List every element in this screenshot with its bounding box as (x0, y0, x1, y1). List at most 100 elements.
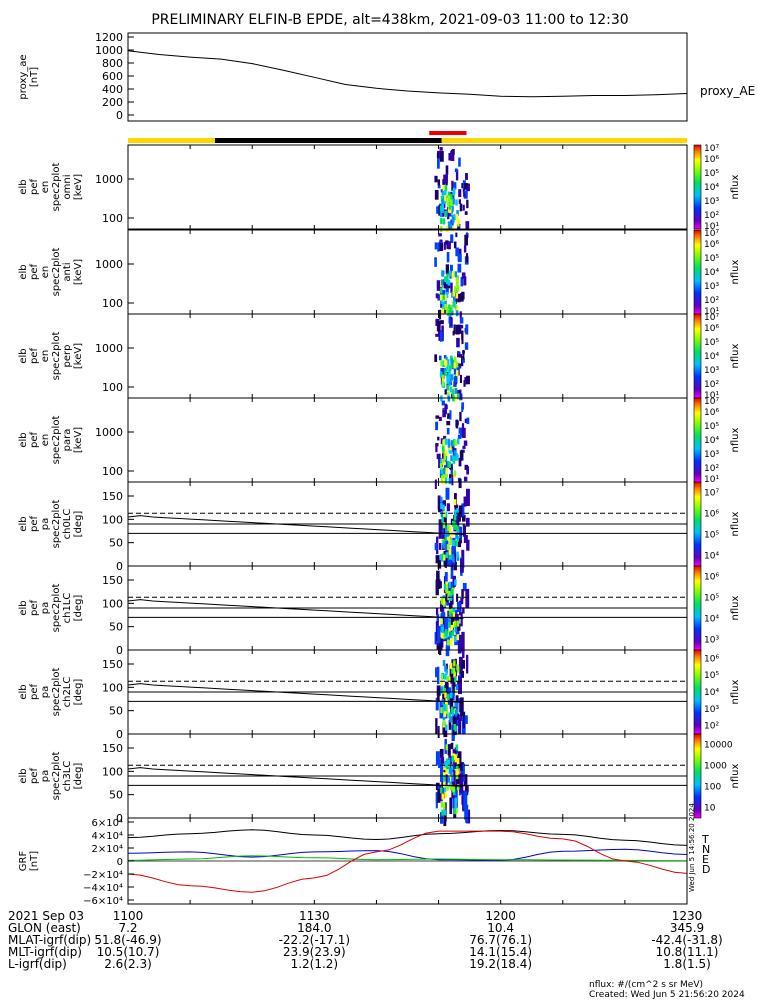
y-tick-label: 0 (117, 857, 123, 868)
panel-frame (127, 397, 688, 483)
y-tick-label: 400 (102, 83, 123, 96)
data-cell (453, 359, 457, 366)
data-cell (450, 742, 454, 750)
data-cell (455, 709, 458, 716)
data-cell (448, 719, 452, 730)
data-cell (465, 221, 470, 231)
y-axis-label: pef (29, 179, 40, 196)
data-cell (440, 801, 444, 808)
data-cell (457, 263, 462, 273)
y-axis-label: spec2plot (51, 416, 62, 465)
data-cell (442, 803, 446, 810)
data-cell (436, 666, 440, 685)
colorbar-tick-label: 10⁵ (704, 422, 719, 432)
data-cell (466, 417, 470, 425)
data-cell (454, 509, 458, 516)
data-cell (446, 544, 450, 551)
data-cell (463, 192, 466, 197)
data-cell (453, 523, 457, 530)
data-cell (453, 499, 457, 506)
data-cell (463, 525, 467, 543)
data-cell (453, 660, 456, 667)
data-cell (441, 206, 444, 213)
y-axis-label: pef (29, 264, 40, 281)
data-cell (455, 769, 459, 776)
data-cell (447, 694, 450, 701)
data-cell (455, 808, 458, 815)
data-cell (436, 614, 440, 622)
data-cell (449, 264, 453, 276)
colorbar-tick-label: 10² (704, 380, 719, 390)
data-cell (453, 514, 457, 521)
data-cell (460, 276, 464, 287)
data-cell (445, 487, 450, 500)
x-axis-value: 1.2(1.2) (291, 957, 339, 971)
data-cell (436, 453, 441, 460)
data-cell (443, 244, 446, 250)
data-cell (452, 671, 456, 687)
data-cell (435, 697, 439, 711)
data-cell (453, 553, 457, 565)
colorbar-tick-label: 10⁵ (704, 254, 719, 264)
x-axis-row-label: MLT-igrf(dip) (8, 945, 82, 959)
colorbar-tick-label: 10⁴ (704, 552, 719, 562)
y-axis-label: ch1LC (62, 593, 73, 624)
data-cell (451, 217, 455, 224)
data-cell (452, 192, 455, 199)
data-cell (454, 454, 457, 461)
data-cell (449, 444, 452, 451)
data-cell (450, 199, 453, 206)
data-cell (436, 152, 440, 158)
data-cell (447, 241, 451, 250)
colorbar-tick-label: 100 (704, 783, 721, 793)
data-cell (445, 165, 449, 175)
data-cell (456, 210, 459, 217)
data-cell (449, 539, 452, 546)
data-cell (444, 303, 447, 310)
x-axis-value: 10.8(11.1) (656, 945, 719, 959)
data-cell (439, 371, 443, 378)
data-cell (445, 525, 448, 532)
data-cell (450, 455, 453, 462)
data-cell (434, 354, 438, 362)
colorbar-tick-label: 10⁴ (704, 352, 719, 362)
data-cell (444, 761, 447, 768)
data-cell (460, 598, 464, 605)
y-tick-label: 50 (109, 789, 123, 802)
data-cell (452, 455, 455, 462)
data-cell (455, 361, 459, 368)
colorbar (693, 397, 702, 483)
data-cell (462, 711, 466, 729)
data-cell (455, 787, 458, 803)
y-axis-label: pef (29, 432, 40, 449)
data-cell (446, 251, 450, 263)
data-cell (455, 695, 459, 702)
data-cell (447, 776, 450, 783)
data-cell (466, 785, 469, 796)
data-cell (447, 639, 450, 646)
data-cell (438, 499, 442, 513)
data-cell (444, 555, 448, 568)
colorbar-tick-label: 10⁴ (704, 615, 719, 625)
data-cell (442, 660, 446, 667)
data-cell (466, 488, 470, 506)
colorbar-tick-label: 10¹ (704, 222, 719, 232)
data-cell (445, 663, 448, 673)
data-cell (442, 452, 445, 463)
y-axis-label: [nT] (29, 67, 40, 87)
data-cell (439, 459, 443, 466)
colorbar-tick-label: 10⁴ (704, 688, 719, 698)
data-cell (457, 350, 460, 355)
colorbar-tick-label: 10000 (704, 741, 733, 751)
data-cell (464, 808, 468, 820)
colorbar-tick-label: 10⁴ (704, 436, 719, 446)
data-cell (455, 717, 459, 726)
y-tick-label: 50 (109, 537, 123, 550)
colorbar-label: nflux (730, 259, 741, 284)
data-cell (449, 611, 452, 618)
data-cell (461, 589, 464, 600)
data-cell (435, 751, 440, 766)
data-cell (449, 767, 452, 774)
loss-cone-line (127, 599, 464, 619)
